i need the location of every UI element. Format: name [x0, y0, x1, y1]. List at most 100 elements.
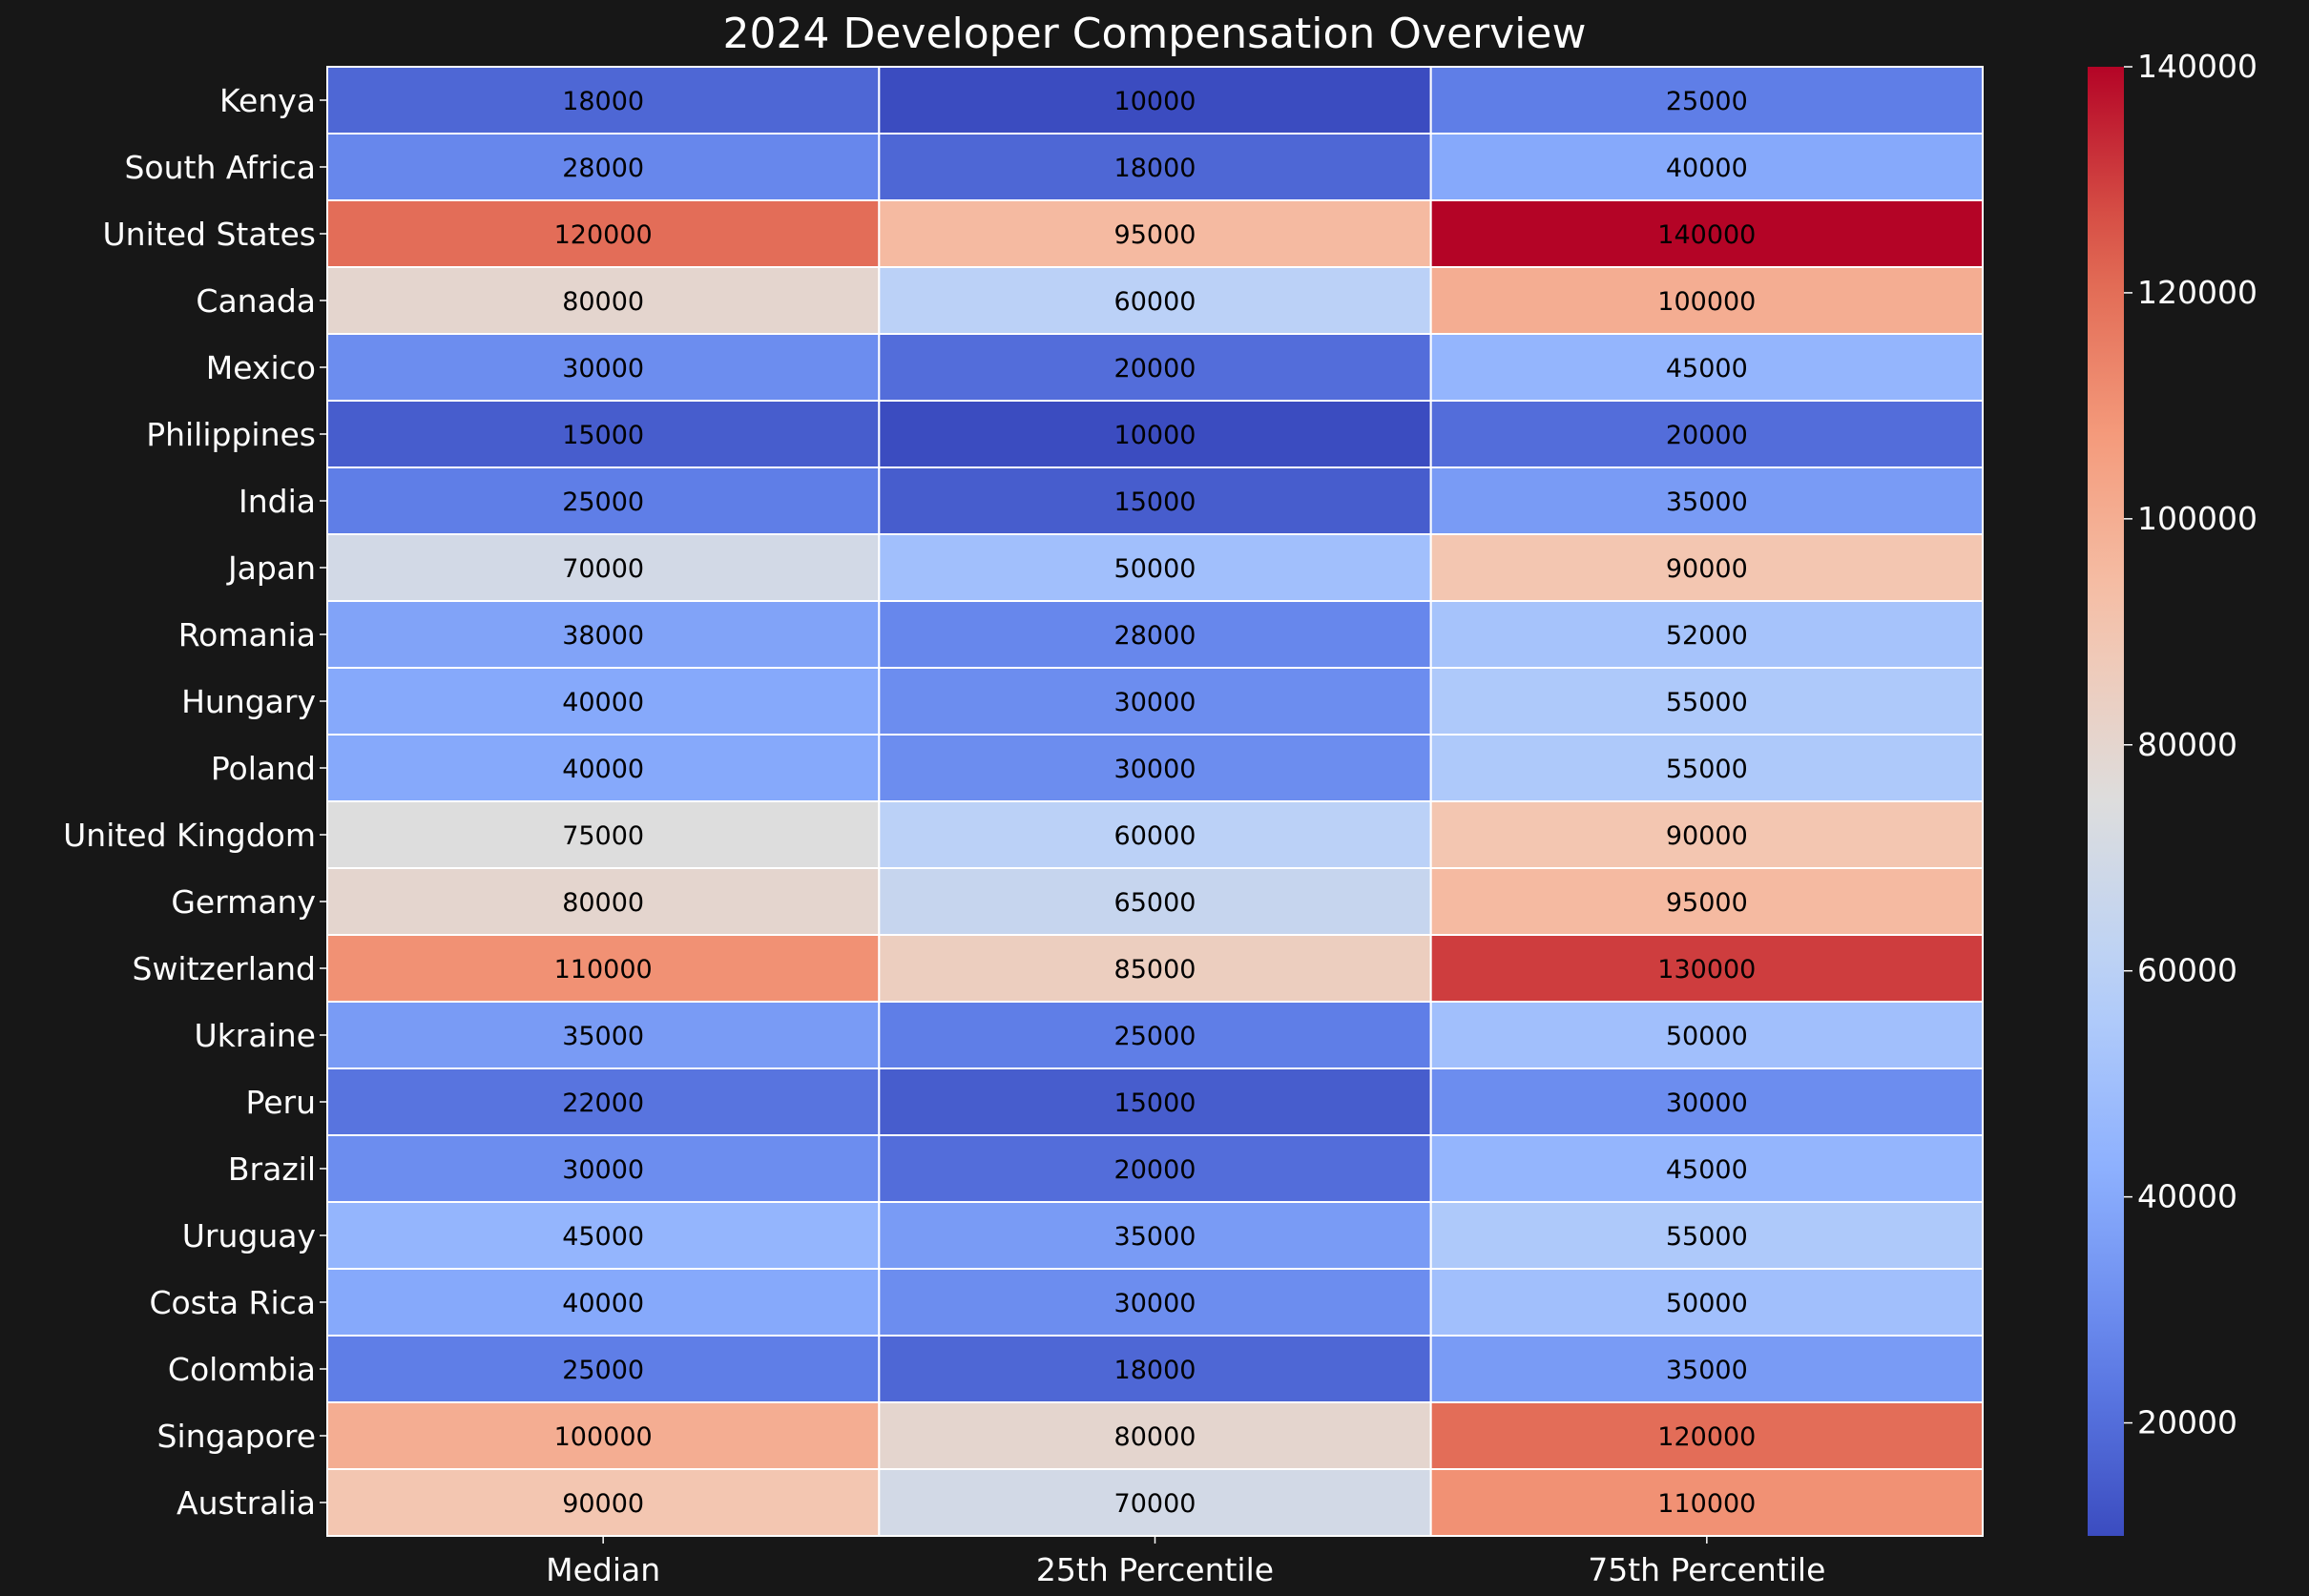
cell-value-label: 30000	[562, 1155, 644, 1185]
cell-value-label: 15000	[1114, 1088, 1196, 1118]
cell-value-label: 90000	[1666, 821, 1748, 851]
cell-value-label: 35000	[1114, 1222, 1196, 1252]
cell-value-label: 110000	[554, 955, 653, 985]
column-label: 75th Percentile	[1588, 1551, 1825, 1588]
row-label: United Kingdom	[63, 817, 316, 854]
heatmap-cell	[1429, 466, 1984, 535]
cell-value-label: 85000	[1114, 955, 1196, 985]
cell-value-label: 25000	[562, 1356, 644, 1385]
cell-value-label: 18000	[562, 87, 644, 116]
heatmap-cell	[1429, 133, 1984, 201]
colorbar-gradient	[2088, 67, 2124, 1536]
cell-value-label: 90000	[562, 1489, 644, 1519]
cell-value-label: 80000	[1114, 1422, 1196, 1452]
cell-value-label: 80000	[562, 888, 644, 918]
heatmap-cell	[326, 1468, 881, 1537]
cell-value-label: 45000	[562, 1222, 644, 1252]
row-label: South Africa	[124, 149, 316, 186]
cell-value-label: 50000	[1666, 1022, 1748, 1051]
cell-annotations: 18000 10000 25000 28000 18000 40000 120000 9500…	[554, 87, 1757, 1519]
cell-value-label: 40000	[562, 1289, 644, 1318]
cell-value-label: 45000	[1666, 1155, 1748, 1185]
cell-value-label: 25000	[562, 487, 644, 517]
cell-value-label: 120000	[1657, 1422, 1756, 1452]
heatmap-cell	[326, 1401, 881, 1470]
row-label: Colombia	[168, 1351, 316, 1388]
cell-value-label: 90000	[1666, 554, 1748, 584]
heatmap-cell	[878, 199, 1432, 268]
heatmap-cell	[878, 466, 1432, 535]
heatmap-cell	[326, 533, 881, 602]
cell-value-label: 20000	[1114, 1155, 1196, 1185]
heatmap-cell	[1429, 800, 1984, 869]
heatmap-cell	[1429, 533, 1984, 602]
chart-title: 2024 Developer Compensation Overview	[723, 10, 1587, 58]
cell-value-label: 35000	[562, 1022, 644, 1051]
heatmap-cell	[326, 867, 881, 936]
heatmap-cell	[878, 1201, 1432, 1270]
cell-value-label: 100000	[554, 1422, 653, 1452]
heatmap-cell	[326, 1067, 881, 1136]
cell-value-label: 52000	[1666, 621, 1748, 651]
colorbar-tick-label: 120000	[2137, 274, 2257, 311]
heatmap-cell	[1429, 1001, 1984, 1069]
cell-value-label: 30000	[1114, 755, 1196, 784]
row-label: Switzerland	[133, 950, 317, 987]
cell-value-label: 40000	[562, 755, 644, 784]
heatmap-cell	[878, 1335, 1432, 1403]
cell-value-label: 110000	[1657, 1489, 1756, 1519]
colorbar-tick-label: 20000	[2137, 1404, 2237, 1441]
heatmap-cell	[326, 66, 881, 135]
cell-value-label: 95000	[1666, 888, 1748, 918]
cell-value-label: 20000	[1114, 354, 1196, 383]
colorbar-tick-label: 140000	[2137, 48, 2257, 85]
heatmap-cell	[878, 333, 1432, 402]
heatmap-cell	[1429, 600, 1984, 669]
heatmap-cell	[1429, 66, 1984, 135]
heatmap-cell	[878, 533, 1432, 602]
row-label: Kenya	[219, 82, 316, 119]
heatmap-cell	[326, 266, 881, 335]
cell-value-label: 70000	[562, 554, 644, 584]
row-label: Germany	[171, 883, 316, 921]
cell-value-label: 30000	[562, 354, 644, 383]
heatmap-cell	[1429, 934, 1984, 1003]
heatmap-cell	[1429, 1134, 1984, 1203]
cell-value-label: 30000	[1114, 688, 1196, 717]
cell-value-label: 50000	[1114, 554, 1196, 584]
cell-value-label: 25000	[1114, 1022, 1196, 1051]
row-label: Costa Rica	[149, 1284, 316, 1321]
heatmap-cell	[326, 1268, 881, 1337]
cell-value-label: 18000	[1114, 1356, 1196, 1385]
cell-value-label: 25000	[1666, 87, 1748, 116]
row-label: Japan	[226, 549, 316, 587]
heatmap-cell	[878, 1067, 1432, 1136]
colorbar: 20000 40000 60000 80000 100000 120000 140000	[2088, 48, 2257, 1536]
row-label: Australia	[177, 1484, 316, 1522]
cell-value-label: 70000	[1114, 1489, 1196, 1519]
heatmap-cell	[326, 466, 881, 535]
row-label: Brazil	[228, 1150, 316, 1188]
heatmap-cell	[1429, 400, 1984, 468]
cell-value-label: 65000	[1114, 888, 1196, 918]
heatmap-cells	[326, 66, 1984, 1537]
cell-value-label: 60000	[1114, 821, 1196, 851]
heatmap-cell	[1429, 1201, 1984, 1270]
cell-value-label: 40000	[1666, 154, 1748, 183]
cell-value-label: 60000	[1114, 287, 1196, 317]
heatmap-cell	[326, 734, 881, 802]
row-label: Uruguay	[182, 1217, 316, 1254]
cell-value-label: 15000	[562, 421, 644, 450]
row-label: Hungary	[181, 683, 316, 720]
heatmap-cell	[326, 667, 881, 736]
heatmap-cell	[1429, 1468, 1984, 1537]
heatmap-cell	[878, 667, 1432, 736]
heatmap-cell	[1429, 667, 1984, 736]
heatmap-cell	[1429, 734, 1984, 802]
row-label: India	[239, 483, 316, 520]
row-label: Singapore	[157, 1418, 316, 1455]
cell-value-label: 130000	[1657, 955, 1756, 985]
cell-value-label: 140000	[1657, 220, 1756, 250]
heatmap-cell	[878, 66, 1432, 135]
